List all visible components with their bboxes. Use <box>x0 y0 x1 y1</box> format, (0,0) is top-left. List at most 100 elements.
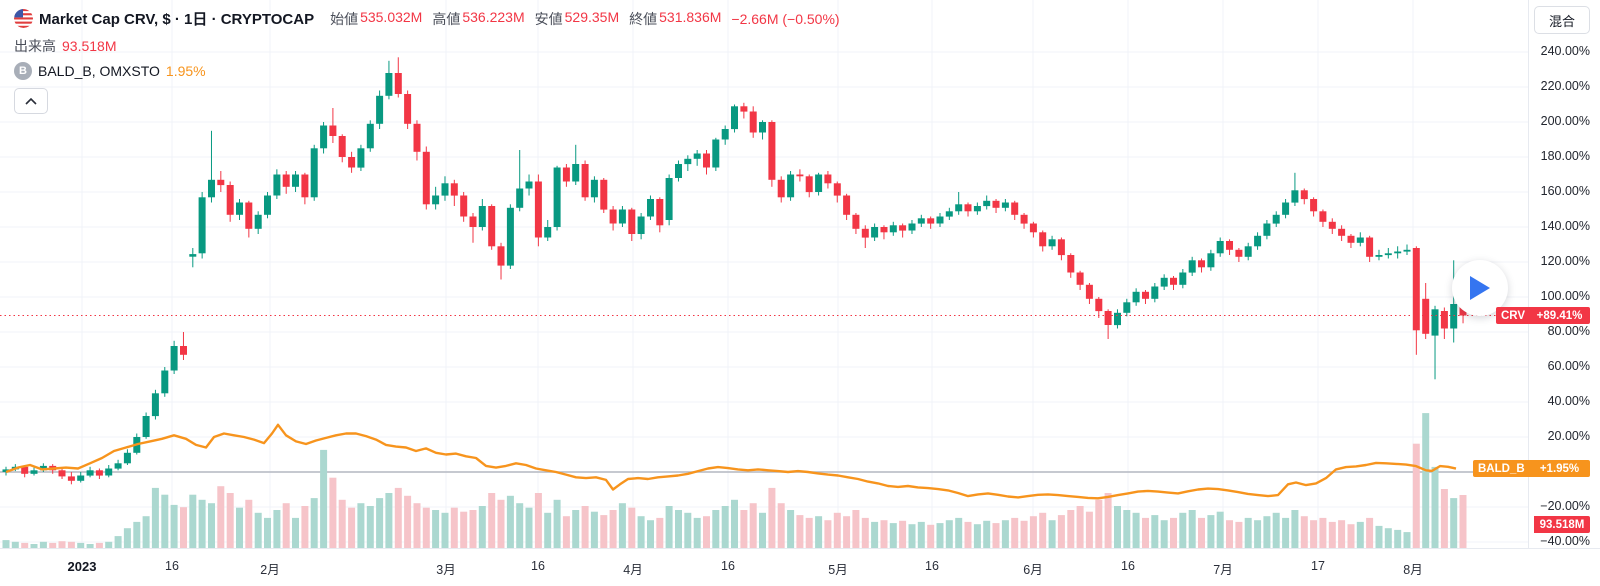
candle-body <box>320 125 328 149</box>
candle-body <box>1263 223 1271 236</box>
candle-body <box>385 73 393 96</box>
candle-body <box>693 153 701 159</box>
candle-body <box>1067 255 1075 273</box>
candle-body <box>675 164 682 178</box>
candle-body <box>1020 214 1028 224</box>
candle-body <box>740 106 748 112</box>
volume-bar <box>1123 510 1131 548</box>
volume-bar <box>1319 517 1327 548</box>
candle-body <box>226 185 234 215</box>
volume-bar <box>927 524 935 548</box>
candle-body <box>983 200 991 207</box>
x-axis-tick-label: 7月 <box>1213 563 1233 577</box>
volume-bar <box>478 506 486 548</box>
candle-body <box>189 254 197 257</box>
volume-bar <box>1300 516 1308 548</box>
y-axis-tick-label: 100.00% <box>1540 289 1590 303</box>
candle-body <box>861 228 869 238</box>
candle-body <box>1085 284 1093 299</box>
candle-body <box>1132 291 1140 303</box>
price-axis-border <box>1528 0 1529 548</box>
candle-body <box>1142 291 1149 299</box>
volume-bar <box>49 542 57 548</box>
candle-body <box>749 111 757 133</box>
volume-bar <box>301 506 309 548</box>
volume-bar <box>805 517 813 548</box>
candle-body <box>917 218 925 224</box>
volume-bar <box>936 523 944 548</box>
candle-body <box>1375 255 1383 257</box>
symbol-legend-row[interactable]: Market Cap CRV, $ · 1日 · CRYPTOCAP 始値 535… <box>14 8 840 29</box>
high-value: 536.223M <box>462 8 525 25</box>
candle-body <box>1095 298 1103 312</box>
candle-body <box>516 188 524 208</box>
time-axis[interactable]: 2023 16 2月 3月 16 4月 16 5月 16 6月 16 7月 17 8月 <box>0 548 1600 586</box>
volume-bar <box>1459 495 1467 548</box>
volume-bar <box>245 499 253 548</box>
volume-bar <box>105 541 113 548</box>
candle-body <box>105 468 113 476</box>
candle-body <box>348 157 356 168</box>
candle-body <box>927 218 935 224</box>
volume-bar <box>1450 498 1458 548</box>
candle-body <box>600 179 608 210</box>
y-axis-tick-label: 120.00% <box>1540 254 1590 268</box>
volume-bar <box>39 541 47 548</box>
volume-bar <box>376 498 384 548</box>
volume-bar <box>1235 521 1243 548</box>
volume-bar <box>618 503 626 548</box>
open-value: 535.032M <box>360 8 423 25</box>
volume-bar <box>600 515 608 548</box>
candle-body <box>1104 311 1112 325</box>
x-axis-tick-label: 4月 <box>623 563 643 577</box>
candle-body <box>1254 235 1262 247</box>
volume-bar <box>1198 517 1205 548</box>
compare-legend-row[interactable]: B BALD_B, OMXSTO 1.95% <box>14 62 206 80</box>
candle-body <box>338 136 346 157</box>
candle-body <box>759 122 766 133</box>
x-axis-tick-label: 16 <box>721 559 735 573</box>
volume-bar <box>1403 532 1411 548</box>
volume-bar <box>1020 520 1028 548</box>
volume-bar <box>151 487 159 548</box>
volume-bar <box>1132 512 1140 548</box>
candle-body <box>712 139 720 168</box>
candle-body <box>1450 304 1458 329</box>
candle-body <box>488 206 496 247</box>
candle-body <box>67 476 75 481</box>
volume-bar <box>292 517 299 548</box>
price-chart-canvas[interactable] <box>0 0 1528 548</box>
candle-body <box>161 370 169 394</box>
play-button[interactable] <box>1452 260 1508 316</box>
bald-price-badge: +1.95% <box>1529 460 1590 478</box>
volume-value: 93.518M <box>62 38 117 54</box>
candle-body <box>889 225 897 233</box>
volume-bar <box>2 540 10 548</box>
candle-body <box>973 206 981 212</box>
candle-body <box>1366 237 1374 257</box>
volume-legend-row[interactable]: 出来高 93.518M <box>14 36 116 56</box>
session-mode-button[interactable]: 混合 <box>1534 6 1590 34</box>
price-axis[interactable] <box>1528 0 1600 548</box>
volume-bar <box>226 493 234 548</box>
volume-bar <box>95 542 103 548</box>
candle-body <box>1226 241 1233 250</box>
candle-body <box>404 94 412 124</box>
volume-bar <box>833 512 841 548</box>
volume-bar <box>1076 506 1084 548</box>
close-value: 531.836M <box>659 8 722 25</box>
candle-body <box>245 202 253 229</box>
candle-body <box>1170 277 1177 285</box>
candle-body <box>647 199 654 217</box>
volume-bar <box>581 506 589 548</box>
candle-body <box>469 216 477 227</box>
volume-bar <box>703 516 710 548</box>
candle-body <box>618 209 626 224</box>
candle-body <box>703 153 710 168</box>
collapse-legend-button[interactable] <box>14 88 48 114</box>
candle-body <box>1057 239 1065 256</box>
volume-bar <box>338 499 346 548</box>
volume-bar <box>1188 510 1196 548</box>
volume-bar <box>441 512 449 548</box>
volume-bar <box>30 544 38 548</box>
